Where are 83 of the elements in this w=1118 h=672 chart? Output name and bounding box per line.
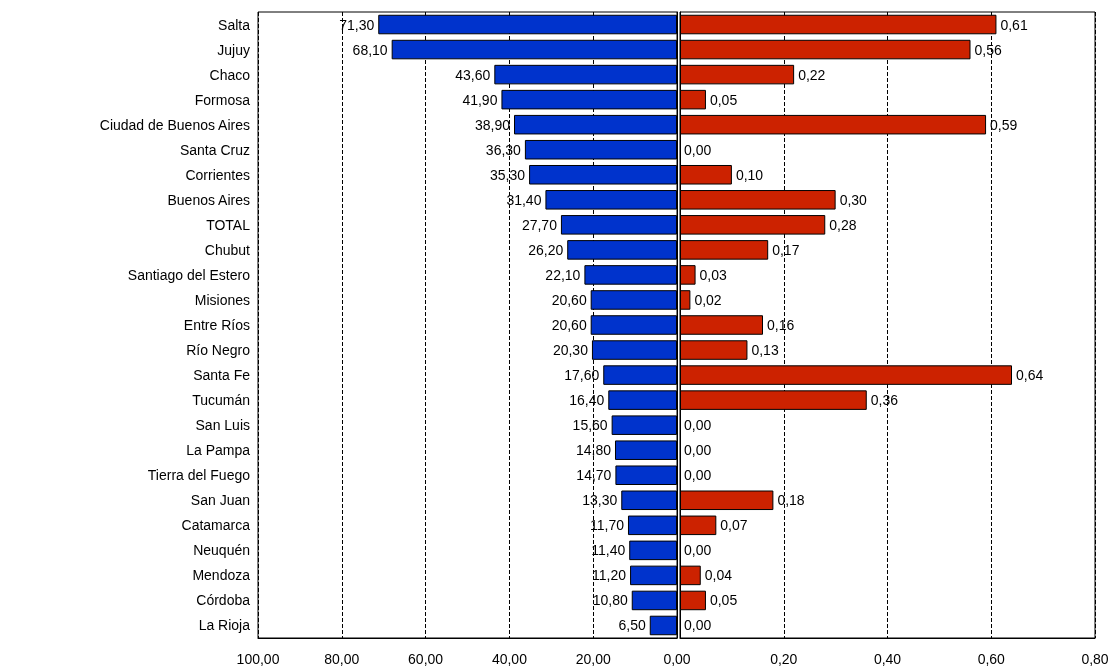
data-label: 14,80 — [575, 442, 612, 459]
data-label: 6,50 — [618, 617, 646, 634]
data-label: 43,60 — [455, 66, 491, 83]
data-label: 0,28 — [829, 216, 857, 233]
data-label: 14,70 — [576, 467, 612, 484]
x-tick-label: 80,00 — [324, 651, 360, 667]
data-label: 31,40 — [506, 191, 542, 208]
data-label: 20,60 — [551, 317, 587, 333]
data-label: 0,22 — [798, 66, 826, 83]
y-tick-label: Santa Cruz — [179, 141, 250, 158]
data-label: 38,90 — [474, 116, 511, 133]
data-label: 15,60 — [572, 417, 608, 434]
data-label: 0,02 — [694, 291, 722, 308]
y-tick-label: Jujuy — [217, 41, 250, 58]
y-tick-label: Catamarca — [181, 517, 251, 534]
x-tick-label: 0,20 — [770, 651, 798, 667]
x-tick-label: 20,00 — [575, 651, 611, 667]
data-label: 41,90 — [462, 91, 498, 108]
y-tick-label: La Pampa — [186, 442, 251, 459]
data-label: 36,30 — [485, 141, 522, 158]
data-label: 27,70 — [521, 216, 558, 233]
data-label: 0,00 — [684, 467, 712, 484]
x-tick-label: 0,80 — [1081, 651, 1109, 667]
data-label: 71,30 — [339, 16, 375, 33]
y-tick-label: Tierra del Fuego — [147, 467, 251, 484]
data-label: 0,64 — [1016, 367, 1044, 384]
data-label: 0,13 — [751, 342, 779, 359]
data-label: 0,17 — [772, 241, 800, 258]
y-tick-label: Santa Fe — [193, 367, 251, 384]
y-tick-label: San Luis — [195, 417, 250, 434]
x-tick-label: 0,00 — [663, 651, 691, 667]
y-tick-label: Río Negro — [186, 342, 251, 359]
data-label: 0,05 — [709, 592, 738, 609]
data-label: 16,40 — [569, 392, 605, 409]
data-label: 0,30 — [839, 191, 868, 208]
data-label: 68,10 — [352, 41, 388, 58]
y-tick-label: Formosa — [194, 91, 251, 108]
data-label: 17,60 — [564, 367, 600, 384]
y-tick-label: Neuquén — [193, 542, 250, 559]
x-tick-label: 60,00 — [408, 651, 444, 667]
data-label: 20,60 — [551, 291, 587, 308]
data-label: 0,00 — [684, 542, 712, 559]
y-tick-label: Córdoba — [196, 592, 251, 609]
data-label: 11,20 — [592, 567, 627, 584]
y-tick-label: Entre Ríos — [183, 317, 250, 333]
data-label: 0,00 — [684, 417, 712, 434]
data-label: 0,36 — [870, 392, 899, 409]
y-tick-label: Corrientes — [185, 166, 250, 183]
data-label: 22,10 — [545, 266, 581, 283]
y-tick-label: Buenos Aires — [167, 191, 250, 208]
data-label: 26,20 — [528, 241, 564, 258]
data-label: 11,70 — [589, 517, 625, 534]
x-tick-label: 40,00 — [491, 651, 528, 667]
data-label: 0,16 — [767, 317, 795, 333]
x-tick-label: 100,00 — [236, 651, 280, 667]
data-label: 13,30 — [582, 492, 618, 509]
data-label: 20,30 — [552, 342, 589, 359]
data-label: 10,80 — [592, 592, 628, 609]
y-tick-label: Mendoza — [192, 567, 251, 584]
x-tick-label: 0,60 — [977, 651, 1006, 667]
data-label: 0,00 — [684, 442, 712, 459]
y-tick-label: Misiones — [194, 291, 250, 308]
y-tick-label: Ciudad de Buenos Aires — [99, 116, 250, 133]
x-tick-label: 0,40 — [873, 651, 902, 667]
data-label: 0,03 — [699, 266, 728, 283]
data-label: 0,61 — [1000, 16, 1028, 33]
data-label: 35,30 — [490, 166, 526, 183]
y-tick-label: Tucumán — [192, 392, 250, 409]
data-label: 0,56 — [974, 41, 1002, 58]
y-tick-label: Salta — [218, 16, 251, 33]
data-label: 0,04 — [704, 567, 733, 584]
data-label: 0,00 — [684, 617, 712, 634]
data-label: 0,05 — [709, 91, 738, 108]
y-tick-label: La Rioja — [198, 617, 251, 634]
data-label: 0,10 — [735, 166, 764, 183]
data-label: 0,00 — [684, 141, 712, 158]
y-tick-label: Chaco — [209, 66, 251, 83]
data-label: 0,07 — [720, 517, 748, 534]
data-label: 11,40 — [591, 542, 626, 559]
y-tick-label: TOTAL — [206, 216, 251, 233]
y-tick-label: San Juan — [190, 492, 250, 509]
y-tick-label: Chubut — [204, 241, 251, 258]
y-tick-label: Santiago del Estero — [127, 266, 251, 283]
